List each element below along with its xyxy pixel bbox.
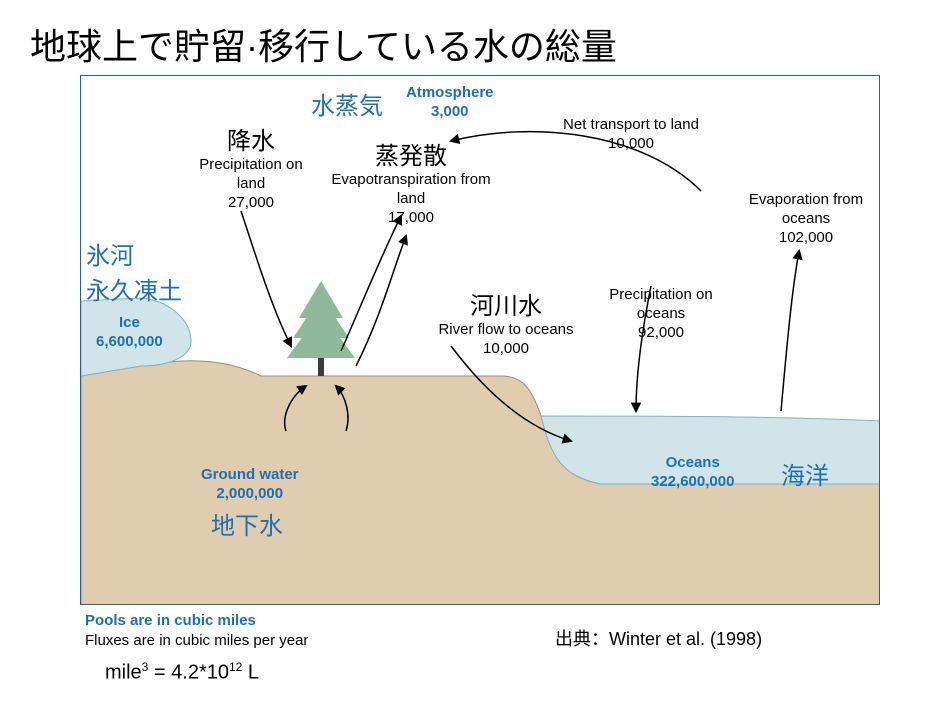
label-net-transport: Net transport to land 10,000 xyxy=(561,116,701,154)
water-cycle-diagram: 水蒸気 Atmosphere 3,000 降水 Precipitation on… xyxy=(80,75,880,605)
label-atmosphere-jp: 水蒸気 xyxy=(311,86,383,121)
label-groundwater-en: Ground water 2,000,000 xyxy=(201,466,299,502)
label-precip-land: 降水 Precipitation on land 27,000 xyxy=(191,121,311,212)
label-oceans-en: Oceans 322,600,000 xyxy=(651,454,734,490)
arrow-precip-land xyxy=(241,211,291,346)
footer-fluxes: Fluxes are in cubic miles per year xyxy=(85,632,308,649)
tree-icon xyxy=(287,281,355,376)
label-precip-ocean: Precipitation on oceans 92,000 xyxy=(601,286,721,342)
label-evap-ocean: Evaporation from oceans 102,000 xyxy=(741,191,871,247)
arrow-evapotrans-1 xyxy=(341,216,401,351)
footer-pools: Pools are in cubic miles xyxy=(85,612,256,629)
label-atmosphere-en: Atmosphere 3,000 xyxy=(406,84,494,120)
label-oceans-jp: 海洋 xyxy=(781,456,829,491)
page-title: 地球上で貯留·移行している水の総量 xyxy=(30,18,617,70)
unit-conversion: mile3 = 4.2*1012 L xyxy=(105,660,259,685)
arrow-evap-ocean xyxy=(781,251,799,411)
arrow-evapotrans-2 xyxy=(356,236,406,366)
label-glacier: 氷河 永久凍土 xyxy=(86,236,182,306)
source-citation: 出典：Winter et al. (1998) xyxy=(555,625,762,651)
label-evapotrans: 蒸発散 Evapotranspiration from land 17,000 xyxy=(326,136,496,227)
label-river: 河川水 River flow to oceans 10,000 xyxy=(416,286,596,359)
label-ice: Ice 6,600,000 xyxy=(96,314,163,350)
label-groundwater-jp: 地下水 xyxy=(211,506,283,541)
